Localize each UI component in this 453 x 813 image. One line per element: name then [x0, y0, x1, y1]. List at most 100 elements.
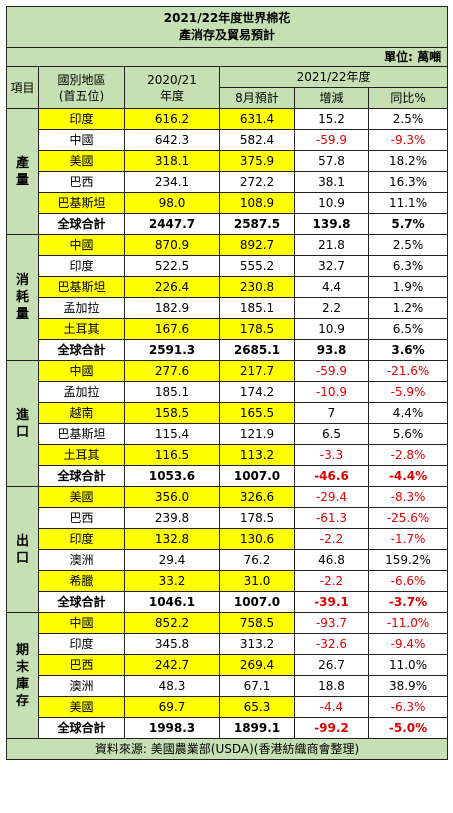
country-cell: 孟加拉	[38, 381, 125, 403]
change-cell: -59.9	[294, 129, 369, 151]
section-label-char: 進	[15, 407, 29, 423]
change-cell: -59.9	[294, 360, 369, 382]
aug-forecast-cell: 582.4	[219, 129, 295, 151]
change-cell: 4.4	[294, 276, 369, 298]
cotton-forecast-table: 2021/22年度世界棉花 產消存及貿易預計 單位: 萬噸 項目 國別地區 (首…	[5, 6, 449, 760]
section-label-char: 口	[15, 424, 29, 440]
cotton-table-container: 2021/22年度世界棉花 產消存及貿易預計 單位: 萬噸 項目 國別地區 (首…	[5, 6, 449, 760]
yoy-cell: 5.6%	[367, 423, 449, 445]
country-cell: 巴西	[38, 507, 125, 529]
aug-forecast-cell: 375.9	[219, 150, 295, 172]
yoy-cell: -2.8%	[367, 444, 449, 466]
aug-forecast-cell: 1899.1	[219, 717, 295, 739]
value-2020-cell: 356.0	[124, 486, 220, 508]
aug-forecast-cell: 121.9	[219, 423, 295, 445]
section-label-char: 末	[15, 659, 29, 675]
value-2020-cell: 2591.3	[124, 339, 220, 361]
aug-forecast-cell: 65.3	[219, 696, 295, 718]
country-cell: 全球合計	[38, 339, 125, 361]
yoy-cell: -6.3%	[367, 696, 449, 718]
section-label-char: 耗	[15, 290, 29, 305]
yoy-cell: -8.3%	[367, 486, 449, 508]
yoy-cell: 11.1%	[367, 192, 449, 214]
yoy-cell: 4.4%	[367, 402, 449, 424]
yoy-cell: -11.0%	[367, 612, 449, 634]
country-cell: 澳洲	[38, 675, 125, 697]
unit-label: 單位: 萬噸	[5, 47, 449, 67]
header-aug-forecast: 8月預計	[219, 87, 295, 109]
table-row: 土耳其 167.6 178.5 10.9 6.5%	[7, 318, 449, 340]
table-row: 巴基斯坦 115.4 121.9 6.5 5.6%	[7, 423, 449, 445]
value-2020-cell: 870.9	[124, 234, 220, 256]
aug-forecast-cell: 113.2	[219, 444, 295, 466]
total-row: 全球合計 2591.3 2685.1 93.8 3.6%	[7, 339, 449, 361]
aug-forecast-cell: 178.5	[219, 507, 295, 529]
aug-forecast-cell: 631.4	[219, 108, 295, 130]
value-2020-cell: 167.6	[124, 318, 220, 340]
title-row: 2021/22年度世界棉花 產消存及貿易預計	[5, 6, 449, 48]
value-2020-cell: 182.9	[124, 297, 220, 319]
yoy-cell: 38.9%	[367, 675, 449, 697]
change-cell: 10.9	[294, 318, 369, 340]
yoy-cell: -9.3%	[367, 129, 449, 151]
aug-forecast-cell: 67.1	[219, 675, 295, 697]
yoy-cell: 1.9%	[367, 276, 449, 298]
value-2020-cell: 116.5	[124, 444, 220, 466]
aug-forecast-cell: 185.1	[219, 297, 295, 319]
section-label-char: 量	[15, 172, 29, 188]
country-cell: 澳洲	[38, 549, 125, 571]
yoy-cell: 11.0%	[367, 654, 449, 676]
country-cell: 美國	[38, 696, 125, 718]
change-cell: 10.9	[294, 192, 369, 214]
change-cell: -93.7	[294, 612, 369, 634]
yoy-cell: -9.4%	[367, 633, 449, 655]
yoy-cell: 6.5%	[367, 318, 449, 340]
table-row: 中國 642.3 582.4 -59.9 -9.3%	[7, 129, 449, 151]
section-label-char: 存	[15, 693, 29, 709]
change-cell: 57.8	[294, 150, 369, 172]
header-season-2020: 2020/21 年度	[124, 66, 220, 109]
country-cell: 印度	[38, 633, 125, 655]
value-2020-cell: 185.1	[124, 381, 220, 403]
value-2020-cell: 239.8	[124, 507, 220, 529]
table-footer: 資料來源: 美國農業部(USDA)(香港紡織商會整理)	[5, 738, 449, 760]
total-row: 全球合計 1053.6 1007.0 -46.6 -4.4%	[7, 465, 449, 487]
title-line-1: 2021/22年度世界棉花	[163, 11, 291, 25]
value-2020-cell: 1046.1	[124, 591, 220, 613]
section-label-char: 產	[15, 155, 29, 171]
section-exports: 出口	[6, 486, 39, 613]
aug-forecast-cell: 178.5	[219, 318, 295, 340]
country-cell: 全球合計	[38, 213, 125, 235]
country-cell: 巴西	[38, 654, 125, 676]
country-cell: 印度	[38, 255, 125, 277]
table-row: 孟加拉 182.9 185.1 2.2 1.2%	[7, 297, 449, 319]
table-row: 希臘 33.2 31.0 -2.2 -6.6%	[7, 570, 449, 592]
yoy-cell: 2.5%	[367, 108, 449, 130]
country-cell: 巴基斯坦	[38, 423, 125, 445]
value-2020-cell: 132.8	[124, 528, 220, 550]
header-region: 國別地區 (首五位)	[38, 66, 125, 109]
aug-forecast-cell: 1007.0	[219, 591, 295, 613]
yoy-cell: 1.2%	[367, 297, 449, 319]
change-cell: 7	[294, 402, 369, 424]
yoy-cell: 18.2%	[367, 150, 449, 172]
value-2020-cell: 33.2	[124, 570, 220, 592]
total-row: 全球合計 1998.3 1899.1 -99.2 -5.0%	[7, 717, 449, 739]
table-row: 澳洲 48.3 67.1 18.8 38.9%	[7, 675, 449, 697]
value-2020-cell: 277.6	[124, 360, 220, 382]
aug-forecast-cell: 892.7	[219, 234, 295, 256]
country-cell: 越南	[38, 402, 125, 424]
value-2020-cell: 522.5	[124, 255, 220, 277]
country-cell: 全球合計	[38, 591, 125, 613]
section-imports: 進口	[6, 360, 39, 487]
yoy-cell: -6.6%	[367, 570, 449, 592]
change-cell: -46.6	[294, 465, 369, 487]
change-cell: 93.8	[294, 339, 369, 361]
table-row: 美國 69.7 65.3 -4.4 -6.3%	[7, 696, 449, 718]
title-line-2: 產消存及貿易預計	[179, 28, 276, 42]
change-cell: 18.8	[294, 675, 369, 697]
change-cell: -2.2	[294, 570, 369, 592]
country-cell: 孟加拉	[38, 297, 125, 319]
section-label-char: 出	[15, 533, 29, 549]
section-label-char: 消	[15, 273, 29, 288]
